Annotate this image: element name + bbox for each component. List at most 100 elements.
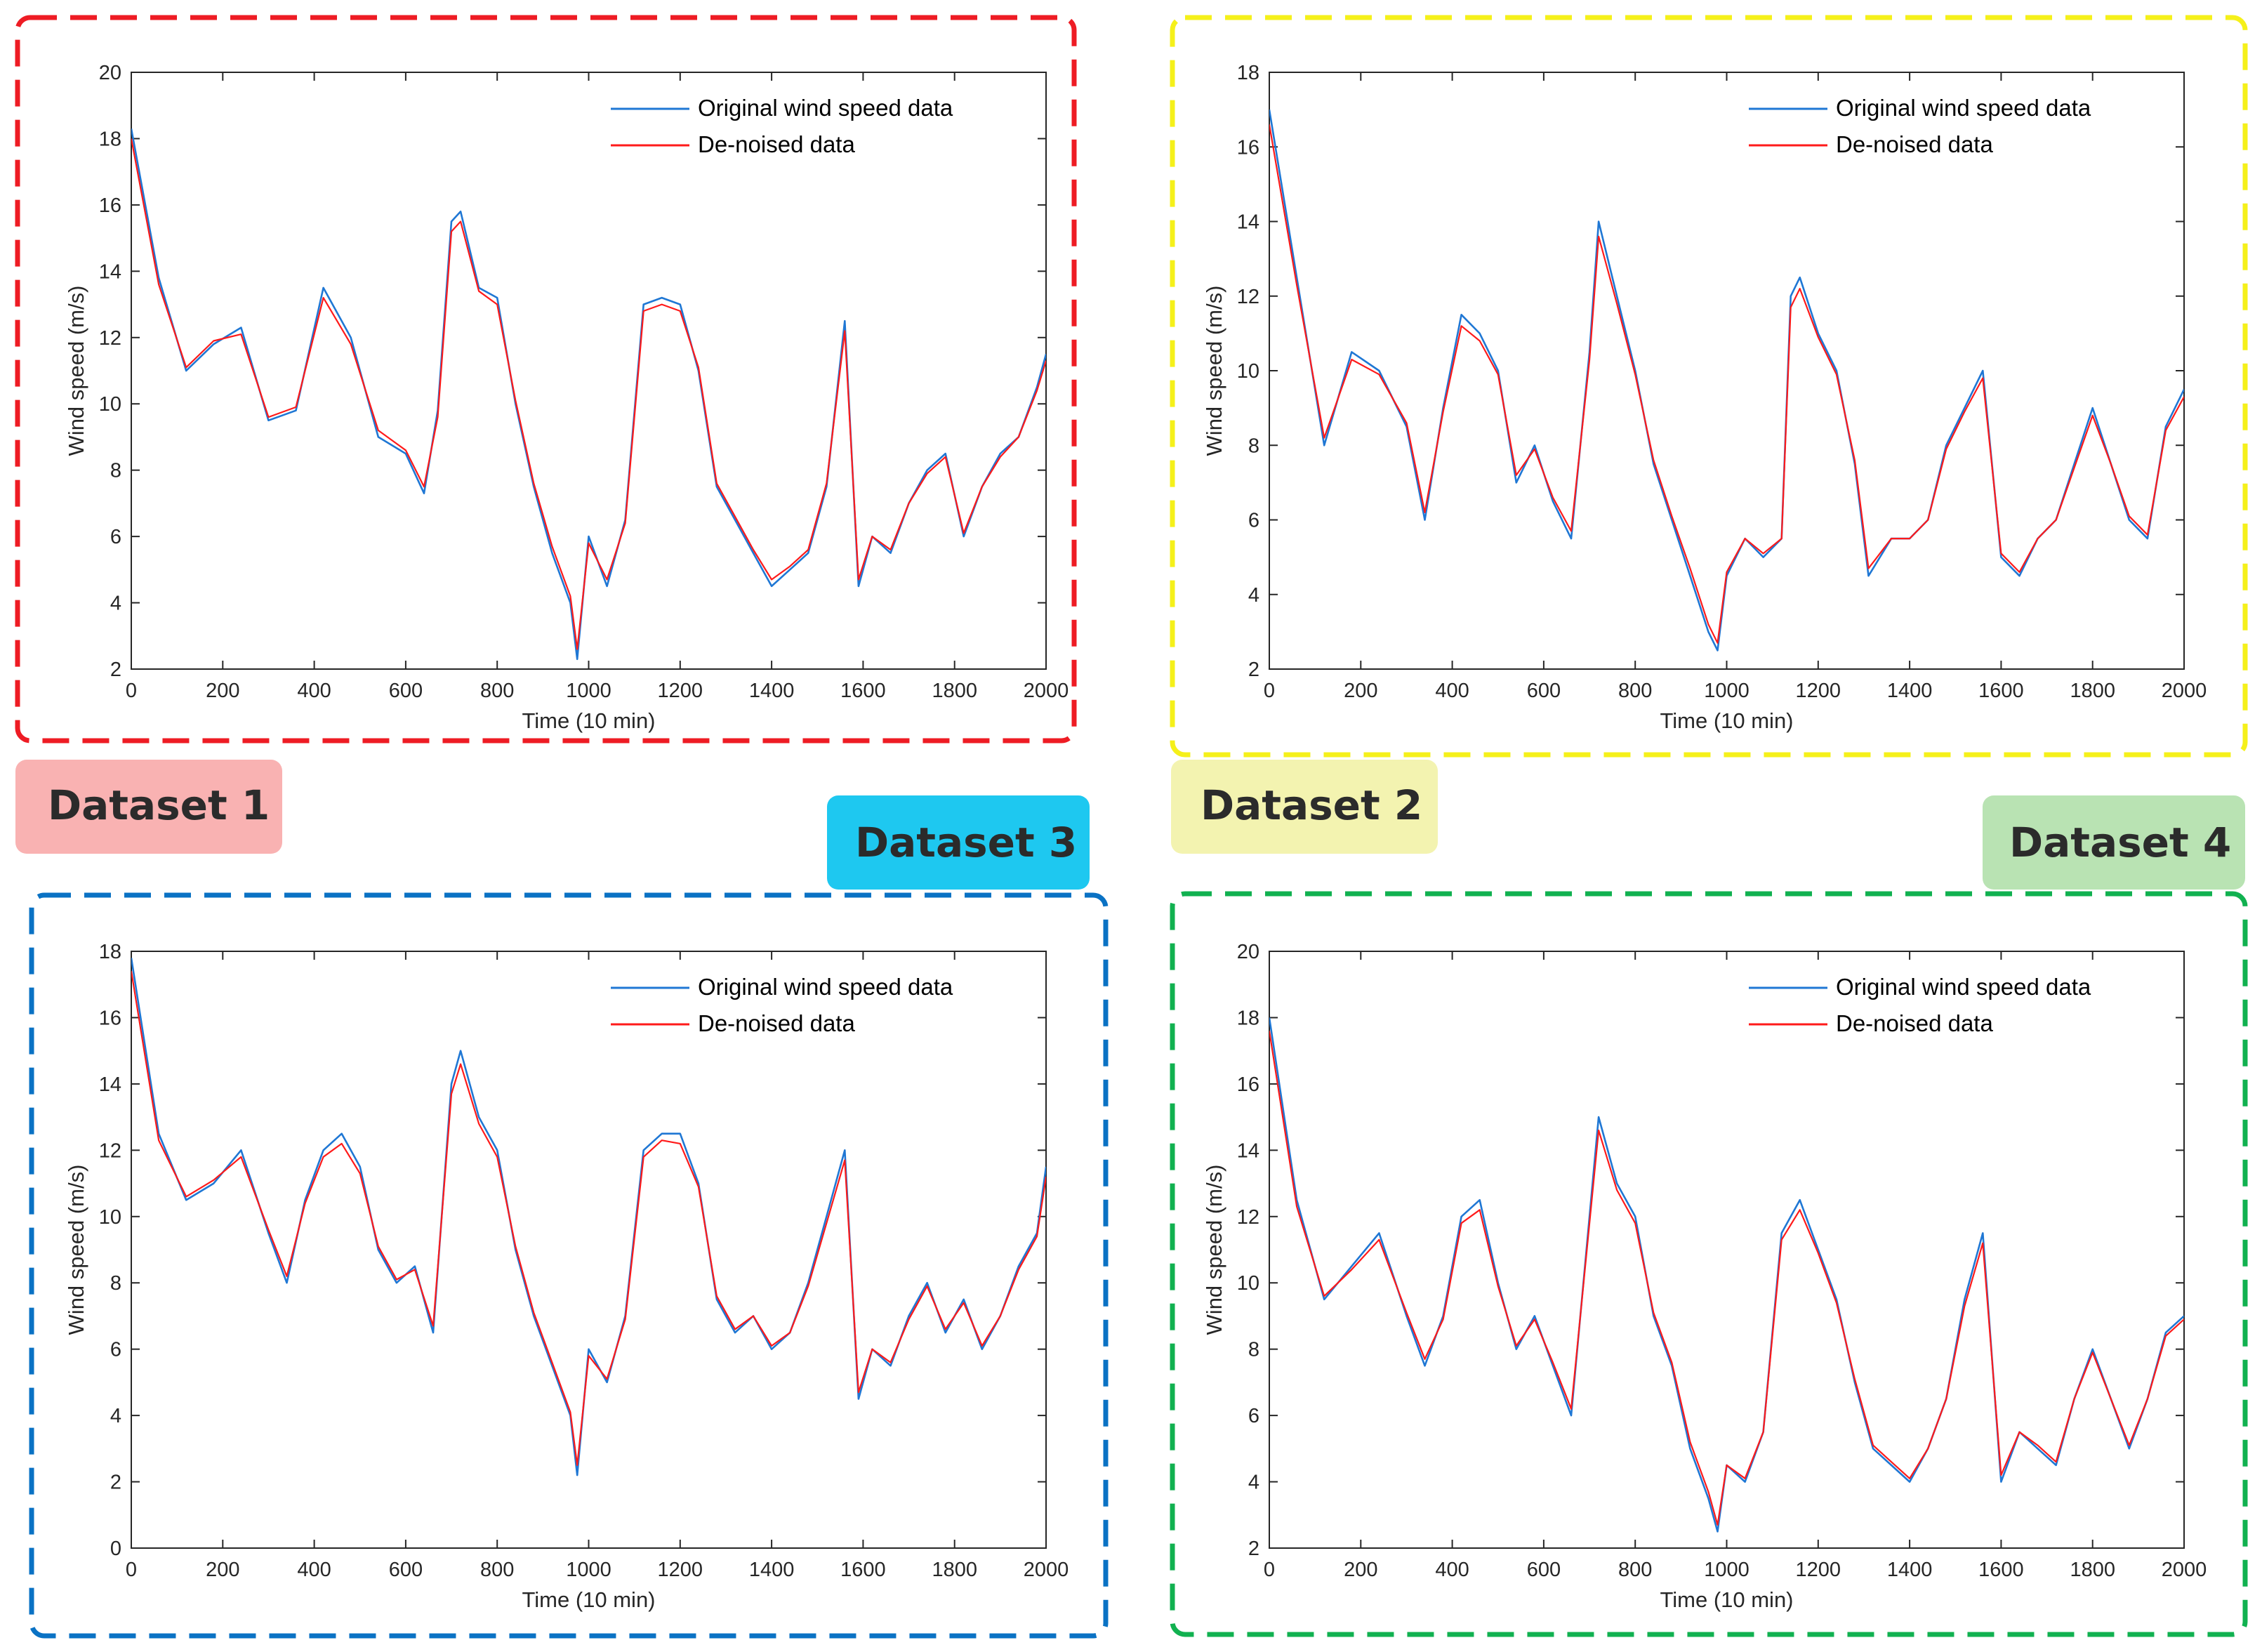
x-tick-label: 400 bbox=[1435, 1559, 1469, 1581]
plot-area bbox=[131, 72, 1047, 670]
y-tick-label: 4 bbox=[110, 1405, 121, 1427]
y-tick-label: 12 bbox=[1237, 286, 1259, 308]
x-tick-label: 1800 bbox=[2070, 680, 2115, 702]
x-tick-label: 1000 bbox=[566, 1559, 611, 1581]
series-denoised-line bbox=[1269, 1031, 2184, 1526]
dataset-badge bbox=[1171, 760, 1438, 854]
x-tick-label: 1400 bbox=[749, 1559, 795, 1581]
series-denoised-line bbox=[1269, 124, 2184, 644]
dashed-frame bbox=[1170, 891, 2248, 1637]
series-denoised-line bbox=[131, 971, 1046, 1466]
x-tick-label: 200 bbox=[206, 680, 239, 702]
y-tick-label: 14 bbox=[1237, 1139, 1259, 1162]
y-tick-label: 18 bbox=[1237, 1007, 1259, 1029]
y-tick-label: 12 bbox=[99, 1139, 121, 1162]
y-tick-label: 16 bbox=[99, 194, 121, 217]
legend-label-denoised: De-noised data bbox=[698, 1010, 855, 1036]
x-tick-label: 200 bbox=[1344, 680, 1377, 702]
y-tick-label: 12 bbox=[1237, 1206, 1259, 1229]
x-tick-label: 800 bbox=[1618, 1559, 1652, 1581]
x-tick-label: 200 bbox=[206, 1559, 239, 1581]
y-tick-label: 20 bbox=[99, 62, 121, 84]
y-tick-label: 12 bbox=[99, 327, 121, 350]
x-axis-label: Time (10 min) bbox=[522, 708, 655, 733]
dataset-badge-label: Dataset 4 bbox=[2009, 819, 2231, 866]
dashed-frame bbox=[1170, 15, 2248, 758]
dataset-badge-label: Dataset 2 bbox=[1201, 781, 1422, 829]
x-tick-label: 400 bbox=[297, 1559, 331, 1581]
x-tick-label: 2000 bbox=[1024, 1559, 1069, 1581]
x-tick-label: 600 bbox=[389, 680, 423, 702]
y-tick-label: 16 bbox=[1237, 136, 1259, 159]
y-tick-label: 10 bbox=[99, 1206, 121, 1229]
x-tick-label: 200 bbox=[1344, 1559, 1377, 1581]
plot-area bbox=[1269, 951, 2185, 1549]
y-tick-label: 4 bbox=[1248, 1472, 1259, 1494]
chart-panel-3: Dataset 3 0 200 400 600 800 1000 1200 1400 1600 18… bbox=[29, 795, 1109, 1639]
series-original-line bbox=[1269, 1017, 2184, 1533]
x-tick-label: 800 bbox=[480, 680, 514, 702]
x-tick-label: 1200 bbox=[658, 680, 703, 702]
x-axis-label: Time (10 min) bbox=[522, 1587, 655, 1612]
chart-panel-1: Dataset 1 0 200 400 600 800 1000 1200 1400 1600 18… bbox=[15, 15, 1077, 854]
y-axis-label: Wind speed (m/s) bbox=[64, 1165, 88, 1335]
y-tick-label: 2 bbox=[1248, 659, 1259, 681]
y-tick-label: 10 bbox=[1237, 1272, 1259, 1295]
dataset-badge bbox=[1983, 795, 2245, 890]
legend-label-denoised: De-noised data bbox=[1836, 131, 1993, 157]
x-tick-label: 1600 bbox=[840, 680, 886, 702]
x-axis-label: Time (10 min) bbox=[1660, 1587, 1793, 1612]
x-tick-label: 1800 bbox=[932, 680, 977, 702]
y-tick-label: 2 bbox=[110, 1472, 121, 1494]
y-tick-label: 16 bbox=[1237, 1073, 1259, 1096]
chart-panel-2: Dataset 2 0 200 400 600 800 1000 1200 1400 1600 18… bbox=[1170, 15, 2248, 854]
y-tick-label: 18 bbox=[99, 128, 121, 150]
x-tick-label: 800 bbox=[1618, 680, 1652, 702]
x-tick-label: 1000 bbox=[1704, 680, 1750, 702]
x-tick-label: 1600 bbox=[1978, 680, 2024, 702]
x-tick-label: 600 bbox=[1527, 680, 1561, 702]
x-tick-label: 2000 bbox=[1024, 680, 1069, 702]
x-tick-label: 1200 bbox=[1796, 1559, 1841, 1581]
y-tick-label: 18 bbox=[99, 941, 121, 963]
y-tick-label: 8 bbox=[110, 1272, 121, 1295]
dataset-badge-label: Dataset 3 bbox=[855, 819, 1077, 866]
y-tick-label: 8 bbox=[1248, 1339, 1259, 1361]
legend-label-denoised: De-noised data bbox=[698, 131, 855, 157]
y-axis-label: Wind speed (m/s) bbox=[1202, 286, 1226, 456]
series-denoised-line bbox=[131, 138, 1046, 650]
y-tick-label: 2 bbox=[110, 659, 121, 681]
x-axis-label: Time (10 min) bbox=[1660, 708, 1793, 733]
x-tick-label: 1400 bbox=[1887, 1559, 1933, 1581]
legend-label-original: Original wind speed data bbox=[1836, 95, 2091, 121]
x-tick-label: 0 bbox=[1264, 680, 1275, 702]
x-tick-label: 0 bbox=[126, 1559, 137, 1581]
chart-panel-4: Dataset 4 0 200 400 600 800 1000 1200 1400 1600 18… bbox=[1170, 795, 2248, 1637]
x-tick-label: 1000 bbox=[566, 680, 611, 702]
x-tick-label: 1200 bbox=[1796, 680, 1841, 702]
x-tick-label: 800 bbox=[480, 1559, 514, 1581]
y-tick-label: 16 bbox=[99, 1007, 121, 1029]
y-tick-label: 14 bbox=[99, 1073, 121, 1096]
plot-area bbox=[131, 951, 1047, 1549]
x-tick-label: 600 bbox=[389, 1559, 423, 1581]
x-tick-label: 1400 bbox=[1887, 680, 1933, 702]
x-tick-label: 1000 bbox=[1704, 1559, 1750, 1581]
y-tick-label: 8 bbox=[1248, 435, 1259, 457]
y-tick-label: 8 bbox=[110, 460, 121, 482]
legend-label-original: Original wind speed data bbox=[1836, 974, 2091, 1000]
y-tick-label: 2 bbox=[1248, 1538, 1259, 1560]
y-tick-label: 10 bbox=[1237, 360, 1259, 383]
legend-label-denoised: De-noised data bbox=[1836, 1010, 1993, 1036]
y-tick-label: 18 bbox=[1237, 62, 1259, 84]
x-tick-label: 600 bbox=[1527, 1559, 1561, 1581]
x-tick-label: 400 bbox=[297, 680, 331, 702]
x-tick-label: 400 bbox=[1435, 680, 1469, 702]
y-tick-label: 4 bbox=[110, 593, 121, 615]
x-tick-label: 2000 bbox=[2162, 680, 2207, 702]
y-tick-label: 14 bbox=[1237, 211, 1259, 234]
x-tick-label: 1600 bbox=[1978, 1559, 2024, 1581]
y-tick-label: 6 bbox=[110, 526, 121, 548]
y-tick-label: 0 bbox=[110, 1538, 121, 1560]
